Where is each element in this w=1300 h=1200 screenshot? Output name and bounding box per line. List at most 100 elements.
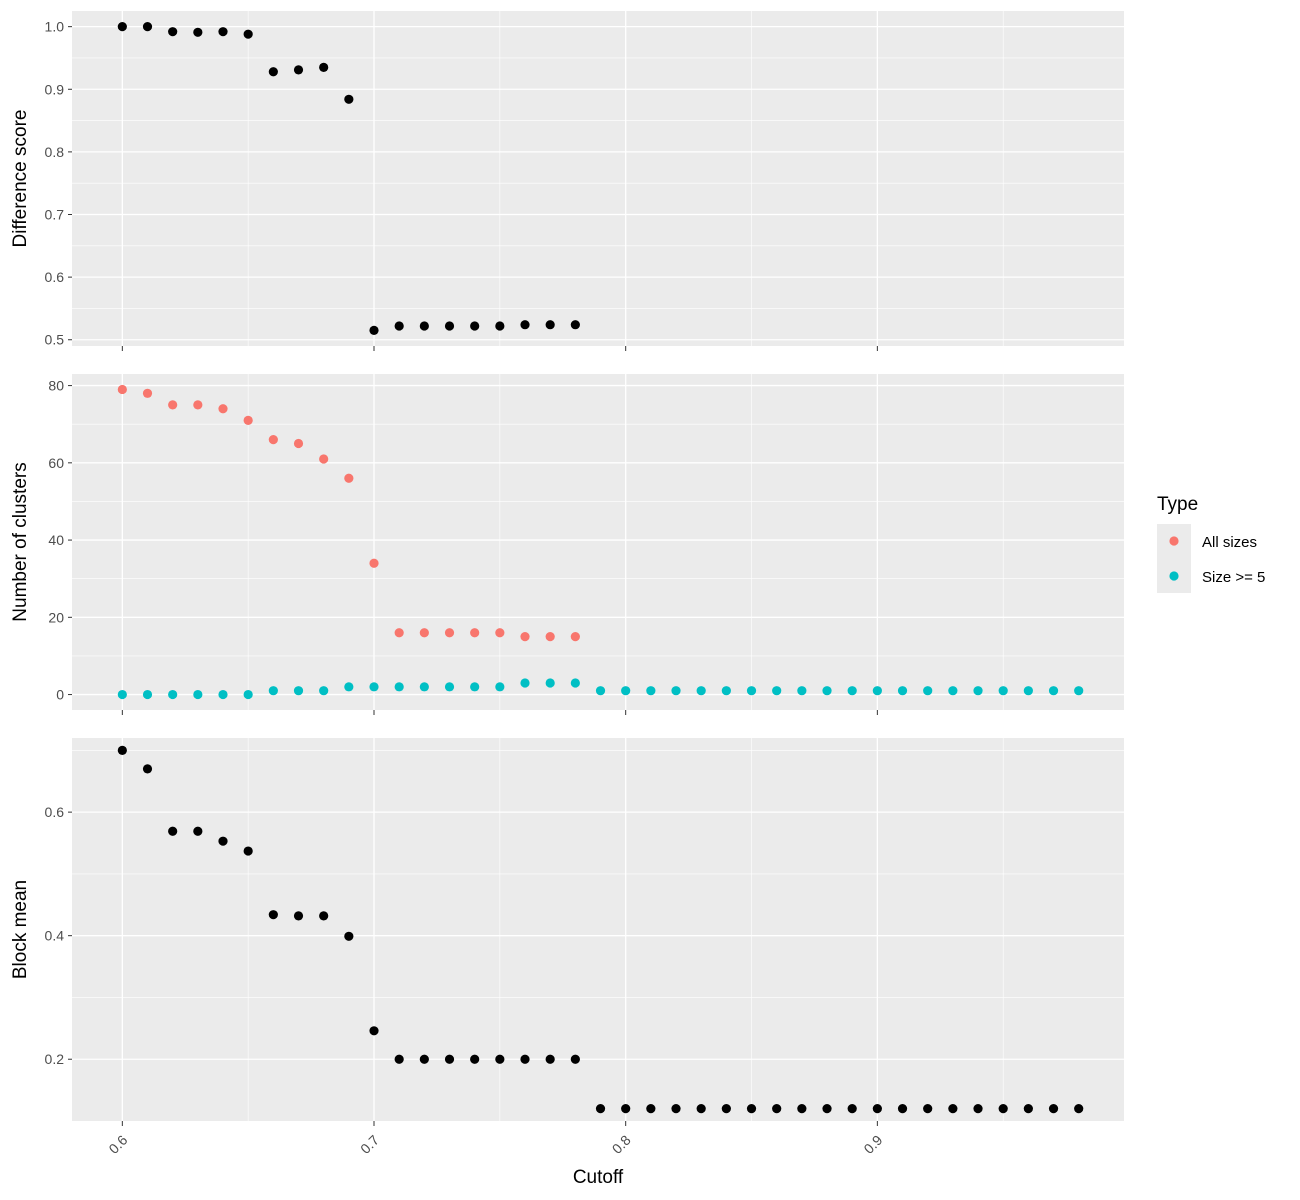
data-point: [495, 321, 505, 331]
y-axis-title: Difference score: [10, 110, 31, 248]
data-point: [369, 558, 379, 568]
y-tick-label: 60: [48, 455, 64, 471]
series-all-sizes: [117, 384, 580, 642]
data-point: [193, 826, 203, 836]
y-tick-label: 0.7: [45, 207, 65, 223]
data-point: [344, 94, 354, 104]
data-point: [293, 438, 304, 449]
data-point: [772, 686, 782, 696]
data-point: [218, 836, 228, 846]
data-point: [268, 67, 278, 77]
panel-difference-score: 0.5 0.6 0.7 0.8 0.9 1.0 Difference score: [10, 11, 1124, 351]
data-point: [218, 689, 228, 700]
series-block-mean: [117, 745, 1084, 1114]
legend-label: Size >= 5: [1202, 569, 1265, 586]
legend-label: All sizes: [1202, 534, 1257, 551]
panel-background: [72, 738, 1124, 1121]
data-point: [394, 1054, 404, 1064]
data-point: [696, 686, 706, 696]
data-point: [797, 1104, 807, 1114]
data-point: [520, 1054, 530, 1064]
data-point: [520, 632, 530, 642]
data-point: [470, 682, 480, 692]
data-point: [1048, 1104, 1059, 1114]
data-point: [772, 1104, 782, 1114]
data-point: [193, 400, 203, 410]
data-point: [470, 1054, 480, 1064]
series-size-5: [117, 678, 1084, 700]
data-point: [897, 686, 908, 696]
data-point: [319, 454, 329, 464]
data-point: [998, 686, 1008, 696]
data-point: [646, 1104, 656, 1114]
y-tick-label: 0.9: [45, 81, 65, 97]
data-point: [142, 388, 153, 398]
x-tick-label: 0.9: [860, 1132, 885, 1157]
data-point: [495, 682, 505, 692]
data-point: [470, 321, 480, 331]
data-point: [419, 1054, 429, 1064]
data-point: [545, 632, 555, 642]
data-point: [419, 628, 429, 638]
data-point: [344, 473, 354, 483]
data-point: [470, 628, 480, 638]
data-point: [973, 686, 983, 696]
legend: Type All sizes Size >= 5: [1157, 494, 1265, 593]
data-point: [570, 678, 580, 688]
data-point: [419, 321, 429, 331]
data-point: [293, 686, 304, 696]
data-point: [344, 682, 354, 692]
data-point: [293, 65, 304, 75]
legend-key-background: [1157, 524, 1191, 593]
data-point: [696, 1104, 706, 1114]
data-point: [444, 1054, 455, 1064]
data-point: [721, 1104, 731, 1114]
data-point: [319, 62, 329, 72]
data-point: [394, 321, 404, 331]
data-point: [369, 682, 379, 692]
data-point: [419, 682, 429, 692]
data-point: [394, 628, 404, 638]
data-point: [797, 686, 807, 696]
data-point: [721, 686, 731, 696]
panel-background: [72, 374, 1124, 710]
legend-entries: All sizes Size >= 5: [1169, 534, 1265, 586]
data-point: [595, 686, 606, 696]
data-point: [117, 689, 127, 700]
data-point: [142, 764, 153, 774]
data-point: [570, 632, 580, 642]
data-point: [746, 1104, 757, 1114]
data-point: [545, 1054, 555, 1064]
data-point: [1074, 686, 1084, 696]
data-point: [243, 415, 253, 425]
data-point: [268, 910, 278, 920]
y-axis-title: Number of clusters: [10, 462, 31, 621]
legend-title: Type: [1157, 494, 1198, 515]
data-point: [570, 320, 580, 330]
y-axis-title: Block mean: [10, 880, 31, 979]
data-point: [168, 400, 178, 410]
data-point: [218, 404, 228, 414]
panel-background: [72, 11, 1124, 346]
data-point: [293, 911, 304, 921]
data-point: [168, 826, 178, 836]
y-tick-label: 20: [48, 609, 64, 625]
data-point: [444, 321, 455, 331]
x-tick-label: 0.8: [609, 1132, 634, 1157]
x-tick-label: 0.7: [357, 1132, 382, 1157]
data-point: [495, 628, 505, 638]
data-point: [142, 22, 153, 32]
data-point: [595, 1104, 606, 1114]
data-point: [243, 689, 253, 700]
y-tick-label: 0.6: [45, 804, 65, 820]
y-tick-label: 0.6: [45, 269, 65, 285]
data-point: [746, 686, 757, 696]
data-point: [243, 29, 253, 39]
data-point: [948, 686, 958, 696]
data-point: [444, 682, 455, 692]
y-tick-label: 0.2: [45, 1051, 65, 1067]
data-point: [193, 27, 203, 37]
data-point: [319, 686, 329, 696]
data-point: [923, 686, 933, 696]
